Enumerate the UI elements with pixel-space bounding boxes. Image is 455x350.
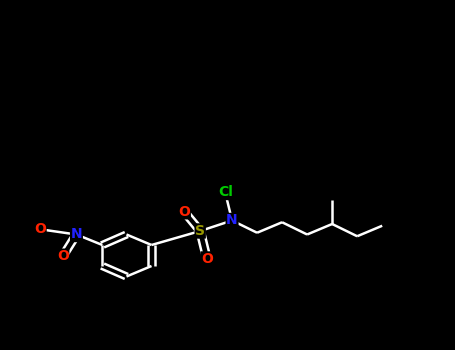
Text: O: O: [178, 205, 190, 219]
Text: O: O: [201, 252, 213, 266]
Text: O: O: [34, 222, 46, 236]
Text: S: S: [195, 224, 205, 238]
Text: N: N: [226, 214, 238, 228]
Text: N: N: [71, 228, 82, 241]
Text: O: O: [57, 249, 69, 263]
Text: Cl: Cl: [218, 186, 233, 199]
